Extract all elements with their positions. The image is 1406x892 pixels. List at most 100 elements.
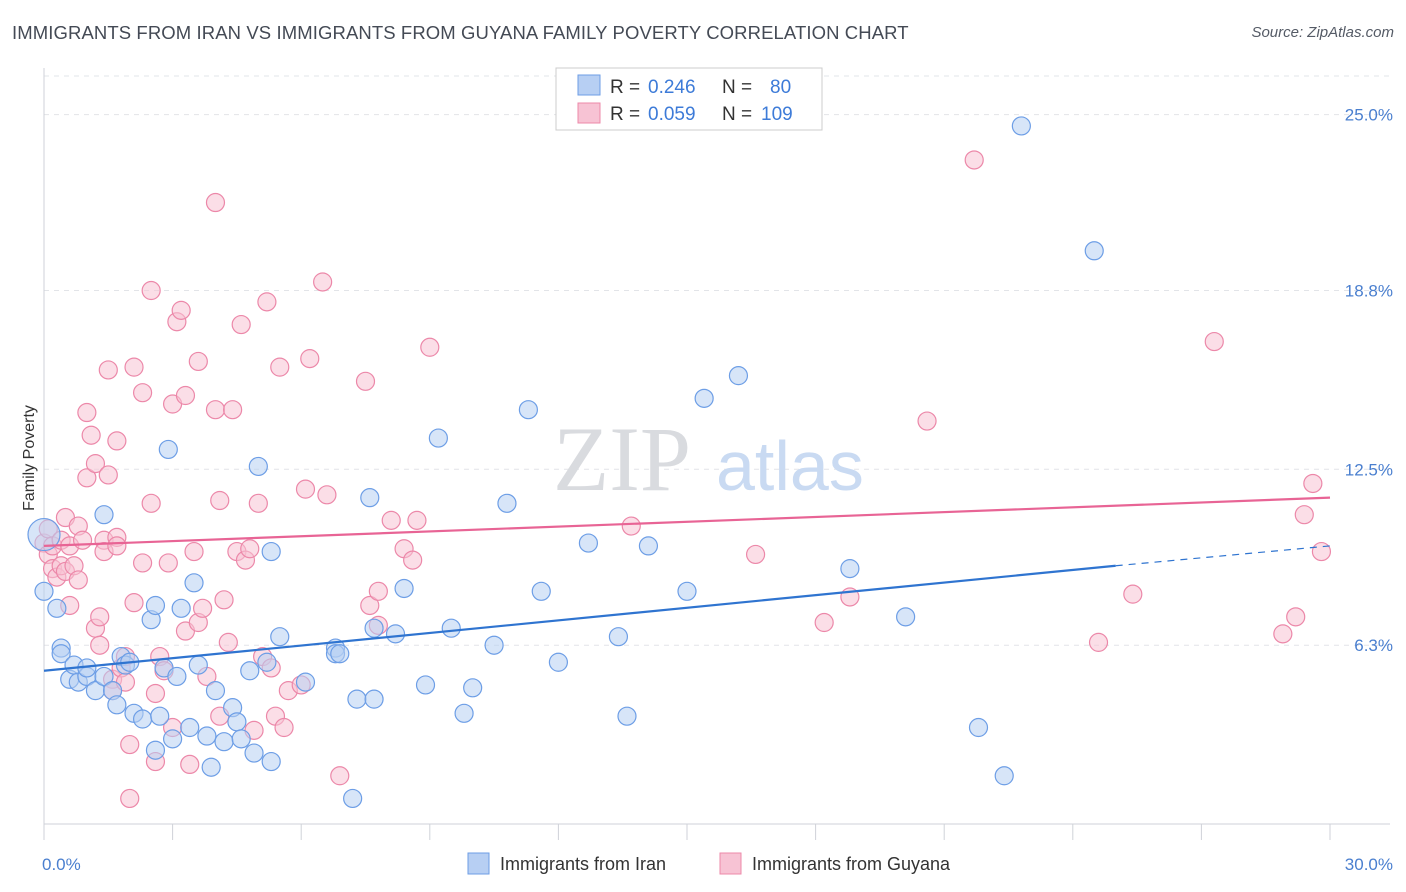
iran-point: [360, 488, 380, 508]
iran-point: [201, 757, 221, 777]
y-tick-label: 12.5%: [1345, 460, 1393, 479]
iran-point: [548, 652, 569, 672]
guyana-point: [1088, 632, 1109, 652]
guyana-point: [1311, 541, 1332, 562]
y-axis-label: Family Poverty: [21, 405, 38, 511]
guyana-point: [355, 371, 376, 391]
guyana-point: [1273, 624, 1293, 644]
guyana-point: [295, 479, 316, 499]
iran-point: [578, 533, 599, 553]
guyana-point: [317, 485, 337, 505]
guyana-point: [420, 337, 440, 357]
iran-point: [608, 627, 629, 647]
guyana-point: [745, 544, 766, 565]
guyana-point: [188, 351, 208, 372]
legend-n-guyana: 109: [761, 104, 793, 125]
legend: R = 0.246 N = 80 R = 0.059 N = 109: [555, 67, 823, 131]
iran-point: [617, 706, 637, 726]
guyana-point: [81, 425, 101, 445]
legend-swatch-guyana: [577, 102, 601, 124]
iran-point: [968, 717, 989, 738]
iran-point: [994, 766, 1014, 786]
guyana-point: [240, 539, 260, 559]
x-tick-labels: 0.0% 30.0%: [42, 855, 1393, 874]
trend-line-iran-extension: [1115, 545, 1331, 567]
guyana-point: [90, 635, 110, 655]
guyana-point: [120, 734, 140, 755]
guyana-point: [917, 411, 937, 431]
guyana-point: [77, 468, 97, 488]
guyana-point: [210, 490, 230, 511]
series-iran-points: [27, 116, 1104, 809]
y-tick-label: 25.0%: [1345, 106, 1393, 125]
iran-point: [257, 652, 277, 672]
iran-point: [330, 644, 350, 664]
iran-point: [171, 598, 191, 618]
iran-point: [454, 703, 474, 723]
guyana-point: [368, 581, 388, 601]
iran-point: [840, 559, 860, 579]
legend-swatch-iran: [577, 74, 601, 96]
guyana-point: [964, 150, 984, 170]
guyana-point: [98, 360, 118, 380]
guyana-point: [72, 530, 93, 550]
guyana-point: [141, 280, 161, 301]
y-tick-label: 18.8%: [1345, 282, 1393, 301]
guyana-point: [205, 192, 226, 213]
guyana-point: [124, 357, 144, 377]
iran-point: [240, 661, 260, 681]
legend-n-label-guyana: N =: [722, 104, 752, 125]
guyana-point: [175, 385, 196, 406]
guyana-point: [205, 400, 226, 420]
axes: [43, 68, 1390, 840]
guyana-point: [90, 607, 110, 627]
legend-r-guyana: 0.059: [648, 104, 696, 125]
guyana-point: [132, 383, 153, 403]
bottom-legend-label-guyana: Immigrants from Guyana: [752, 854, 951, 874]
guyana-point: [1204, 331, 1224, 352]
watermark-zip: ZIP: [553, 408, 691, 510]
iran-point: [518, 400, 538, 420]
guyana-point: [180, 754, 200, 775]
bottom-legend: Immigrants from Iran Immigrants from Guy…: [467, 852, 951, 875]
guyana-point: [85, 454, 106, 474]
guyana-point: [218, 632, 238, 652]
iran-point: [188, 655, 208, 675]
legend-n-label-iran: N =: [722, 77, 752, 98]
trend-lines: [43, 496, 1331, 672]
iran-point: [158, 439, 178, 460]
guyana-point: [193, 598, 213, 618]
iran-point: [167, 666, 187, 687]
watermark: ZIP atlas: [553, 408, 864, 510]
guyana-point: [107, 431, 127, 451]
guyana-point: [313, 272, 333, 292]
iran-point: [94, 505, 114, 525]
guyana-point: [621, 516, 641, 536]
guyana-point: [360, 595, 380, 616]
guyana-point: [1303, 473, 1323, 494]
iran-point: [180, 717, 200, 738]
guyana-point: [231, 314, 251, 335]
iran-point: [428, 428, 448, 448]
iran-point: [484, 635, 504, 655]
iran-point: [295, 672, 316, 692]
iran-point: [347, 689, 367, 709]
iran-point: [896, 607, 916, 627]
trend-line-iran: [43, 564, 1116, 672]
guyana-point: [120, 788, 140, 809]
iran-point: [1084, 241, 1104, 261]
iran-point: [463, 678, 483, 698]
iran-point: [364, 689, 384, 709]
bottom-legend-swatch-iran: [467, 852, 490, 875]
iran-point: [27, 517, 61, 552]
legend-r-label-guyana: R =: [610, 104, 640, 125]
iran-point: [184, 573, 204, 593]
iran-point: [677, 581, 697, 601]
guyana-point: [381, 510, 401, 530]
iran-point: [227, 712, 247, 732]
guyana-point: [141, 493, 161, 513]
guyana-point: [171, 300, 191, 320]
iran-point: [261, 541, 281, 562]
guyana-point: [68, 570, 88, 590]
guyana-point: [1286, 607, 1306, 627]
